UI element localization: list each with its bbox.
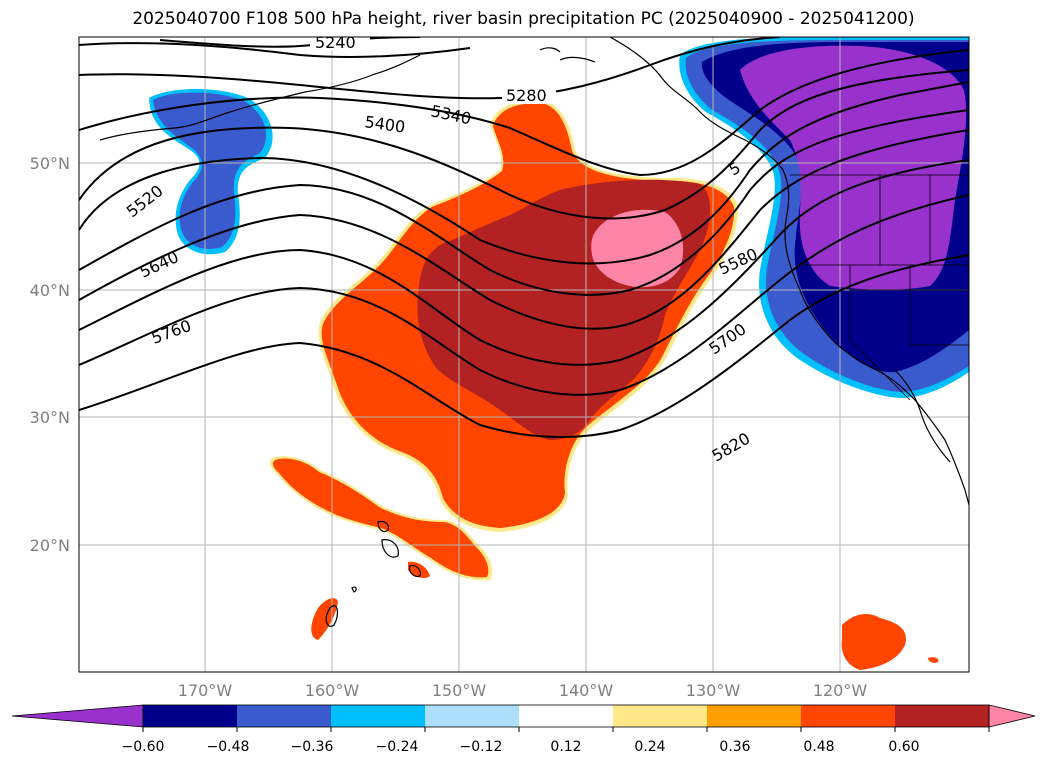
colorbar-tick-label: −0.48 — [207, 739, 250, 755]
colorbar-segment — [613, 705, 708, 727]
colorbar-segment — [519, 705, 614, 727]
colorbar-tick-label: −0.12 — [460, 739, 503, 755]
lon-label-140w: 140°W — [559, 681, 614, 700]
colorbar: −0.60 −0.48 −0.36 −0.24 −0.12 0.12 0.24 … — [11, 704, 1036, 755]
negative-precipitation-region-aleutians — [149, 89, 273, 255]
lon-label-150w: 150°W — [432, 681, 487, 700]
map-frame — [78, 36, 970, 673]
colorbar-tick-label: 0.60 — [888, 739, 919, 755]
map-title: 2025040700 F108 500 hPa height, river ba… — [132, 9, 915, 29]
contour-label-5280: 5280 — [506, 86, 547, 105]
lon-label-160w: 160°W — [305, 681, 360, 700]
colorbar-tick-label: 0.36 — [719, 739, 750, 755]
colorbar-extend-high — [988, 704, 1036, 728]
lat-label-50n: 50°N — [30, 154, 70, 173]
coastlines — [99, 37, 969, 627]
colorbar-extend-low — [11, 704, 144, 728]
colorbar-segment — [895, 705, 990, 727]
colorbar-tick-label: −0.24 — [376, 739, 419, 755]
height-contours — [79, 37, 969, 438]
map-area: 5240 5280 5340 5400 5520 5580 5640 5700 … — [79, 33, 969, 672]
state-borders — [790, 174, 969, 401]
colorbar-tick-label: 0.24 — [634, 739, 665, 755]
positive-precipitation-region-hawaii — [270, 456, 939, 670]
colorbar-segment — [237, 705, 332, 727]
lat-label-20n: 20°N — [30, 536, 70, 555]
colorbar-tick-label: 0.12 — [550, 739, 581, 755]
colorbar-segment — [331, 705, 426, 727]
colorbar-segment — [143, 705, 238, 727]
colorbar-segment — [425, 705, 520, 727]
lon-label-170w: 170°W — [178, 681, 233, 700]
colorbar-segment — [707, 705, 802, 727]
lat-label-30n: 30°N — [30, 408, 70, 427]
latitude-axis: 50°N 40°N 30°N 20°N — [30, 154, 70, 555]
longitude-axis: 170°W 160°W 150°W 140°W 130°W 120°W — [178, 681, 868, 700]
lon-label-120w: 120°W — [813, 681, 868, 700]
contour-label-5240: 5240 — [315, 33, 356, 52]
graticule — [79, 37, 969, 672]
lat-label-40n: 40°N — [30, 281, 70, 300]
colorbar-segment — [801, 705, 896, 727]
lon-label-130w: 130°W — [686, 681, 741, 700]
colorbar-frame — [142, 704, 990, 728]
colorbar-tick-label: −0.60 — [122, 739, 165, 755]
colorbar-tick-label: −0.36 — [291, 739, 334, 755]
colorbar-tick-label: 0.48 — [803, 739, 834, 755]
